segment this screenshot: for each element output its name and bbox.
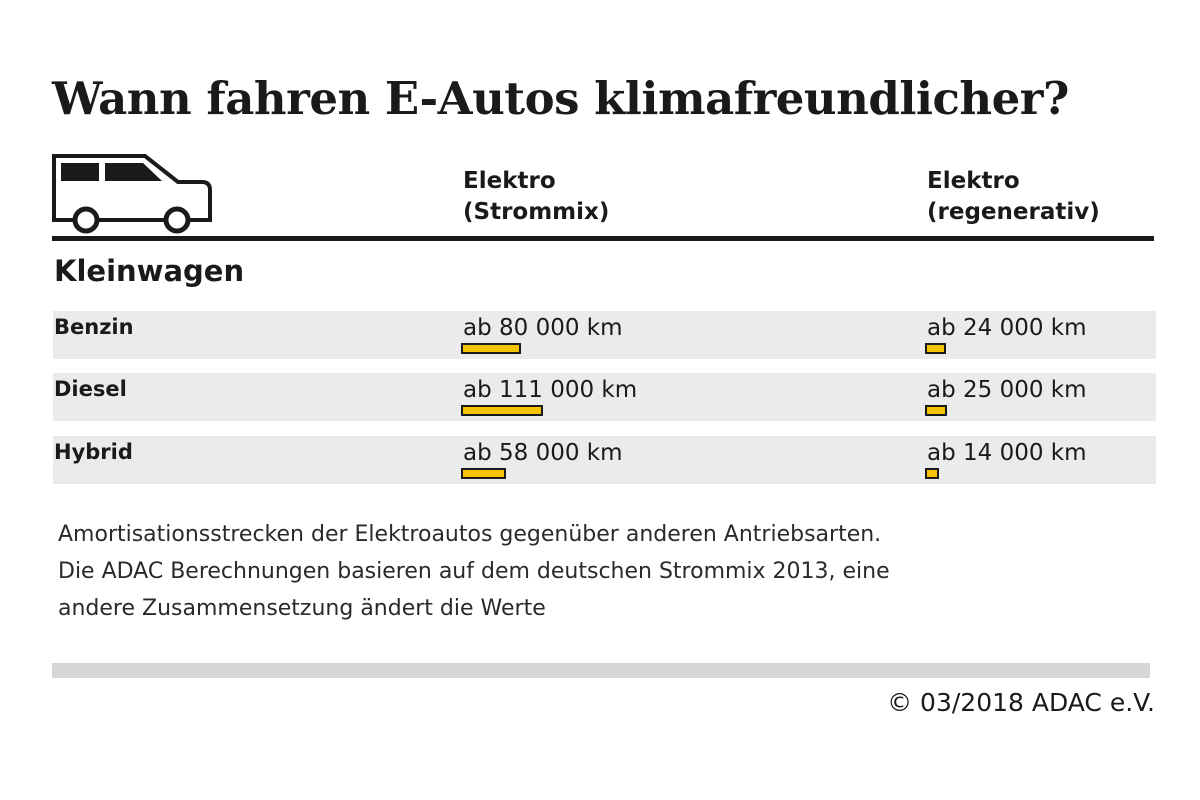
car-icon — [52, 154, 212, 234]
column-header: Elektro (regenerativ) — [927, 168, 1100, 225]
value-label: ab 14 000 km — [927, 440, 1087, 466]
value-label: ab 58 000 km — [463, 440, 623, 466]
bar — [925, 343, 946, 354]
note-line: andere Zusammensetzung ändert die Werte — [58, 596, 546, 621]
bar — [461, 343, 521, 354]
row-label: Diesel — [54, 377, 127, 401]
row-band — [53, 373, 1156, 421]
bar — [461, 405, 543, 416]
value-label: ab 80 000 km — [463, 315, 623, 341]
bar — [925, 405, 947, 416]
bar — [461, 468, 506, 479]
row-band — [53, 311, 1156, 359]
row-band — [53, 436, 1156, 484]
chart-title: Wann fahren E-Autos klimafreundlicher? — [52, 72, 1069, 125]
value-label: ab 25 000 km — [927, 377, 1087, 403]
header-rule — [52, 236, 1154, 241]
section-title: Kleinwagen — [54, 254, 245, 288]
row-label: Benzin — [54, 315, 134, 339]
row-label: Hybrid — [54, 440, 133, 464]
column-header: Elektro (Strommix) — [463, 168, 610, 225]
note-line: Die ADAC Berechnungen basieren auf dem d… — [58, 559, 890, 584]
value-label: ab 111 000 km — [463, 377, 638, 403]
value-label: ab 24 000 km — [927, 315, 1087, 341]
bar — [925, 468, 939, 479]
note-line: Amortisationsstrecken der Elektroautos g… — [58, 522, 882, 547]
footer-bar — [52, 663, 1150, 678]
source: © 03/2018 ADAC e.V. — [887, 688, 1155, 717]
